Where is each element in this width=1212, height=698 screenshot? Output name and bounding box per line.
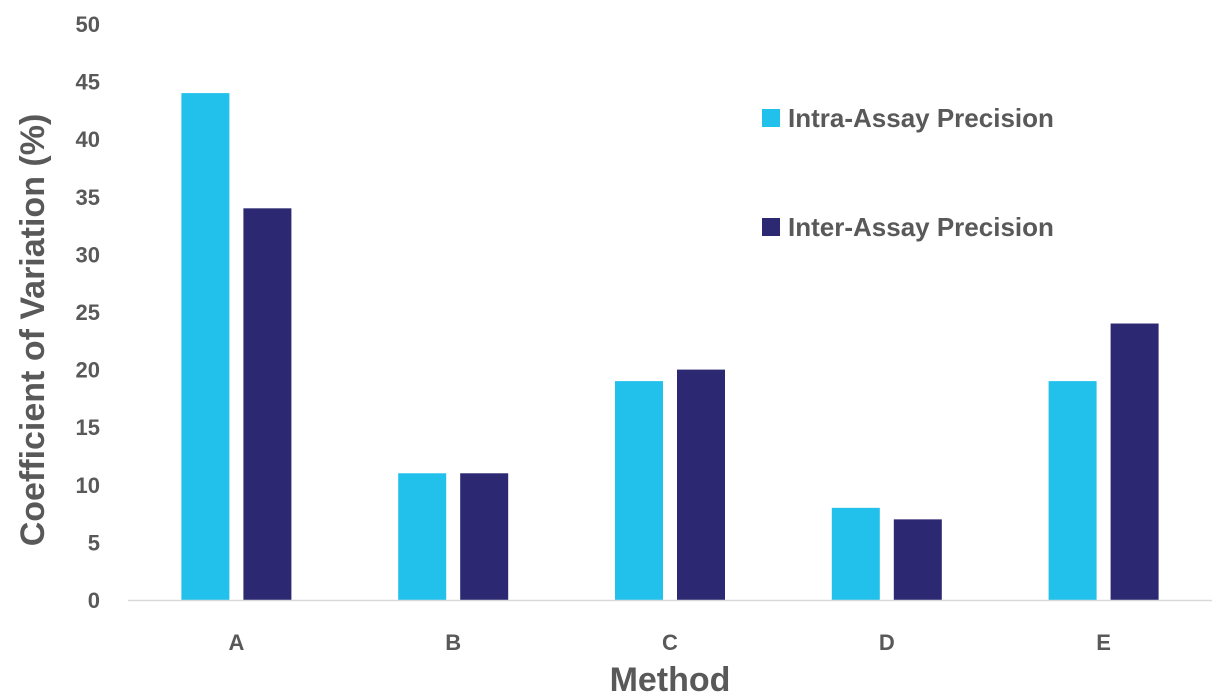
y-tick-label: 35 <box>76 185 100 210</box>
bar-b-series-1 <box>398 473 447 600</box>
y-tick-label: 50 <box>76 12 100 37</box>
bar-d-series-1 <box>831 507 880 600</box>
bar-c-series-1 <box>615 381 663 600</box>
legend-label: Intra-Assay Precision <box>788 103 1054 133</box>
y-tick-label: 15 <box>76 415 100 440</box>
y-tick-label: 10 <box>76 473 100 498</box>
y-tick-label: 0 <box>88 588 100 613</box>
x-tick-label: D <box>879 630 895 655</box>
y-axis-title: Coefficient of Variation (%) <box>14 114 52 547</box>
y-tick-label: 40 <box>76 127 100 152</box>
legend-swatch <box>762 218 780 236</box>
y-tick-label: 30 <box>76 242 100 267</box>
y-tick-label: 5 <box>88 530 100 555</box>
legend-swatch <box>762 109 780 127</box>
x-tick-label: E <box>1096 630 1111 655</box>
bar-a-series-1 <box>181 93 230 601</box>
legend-label: Inter-Assay Precision <box>788 212 1054 242</box>
x-tick-label: C <box>662 630 678 655</box>
legend: Intra-Assay Precision Inter-Assay Precisi… <box>762 103 1054 242</box>
y-tick-label: 45 <box>76 70 100 95</box>
bar-a-series-2 <box>243 208 292 600</box>
bar-b-series-2 <box>460 473 509 600</box>
x-tick-label: A <box>228 630 244 655</box>
bars <box>181 93 1159 601</box>
x-axis-title: Method <box>610 661 731 693</box>
x-axis-ticks: A B C D E <box>228 630 1110 655</box>
bar-c-series-2 <box>677 369 725 600</box>
y-axis-ticks: 0 5 10 15 20 25 30 35 40 45 50 <box>76 12 100 613</box>
bar-e-series-2 <box>1110 323 1159 600</box>
y-tick-label: 20 <box>76 358 100 383</box>
y-tick-label: 25 <box>76 300 100 325</box>
bar-d-series-2 <box>893 519 942 600</box>
x-tick-label: B <box>445 630 461 655</box>
bar-e-series-1 <box>1048 381 1097 600</box>
